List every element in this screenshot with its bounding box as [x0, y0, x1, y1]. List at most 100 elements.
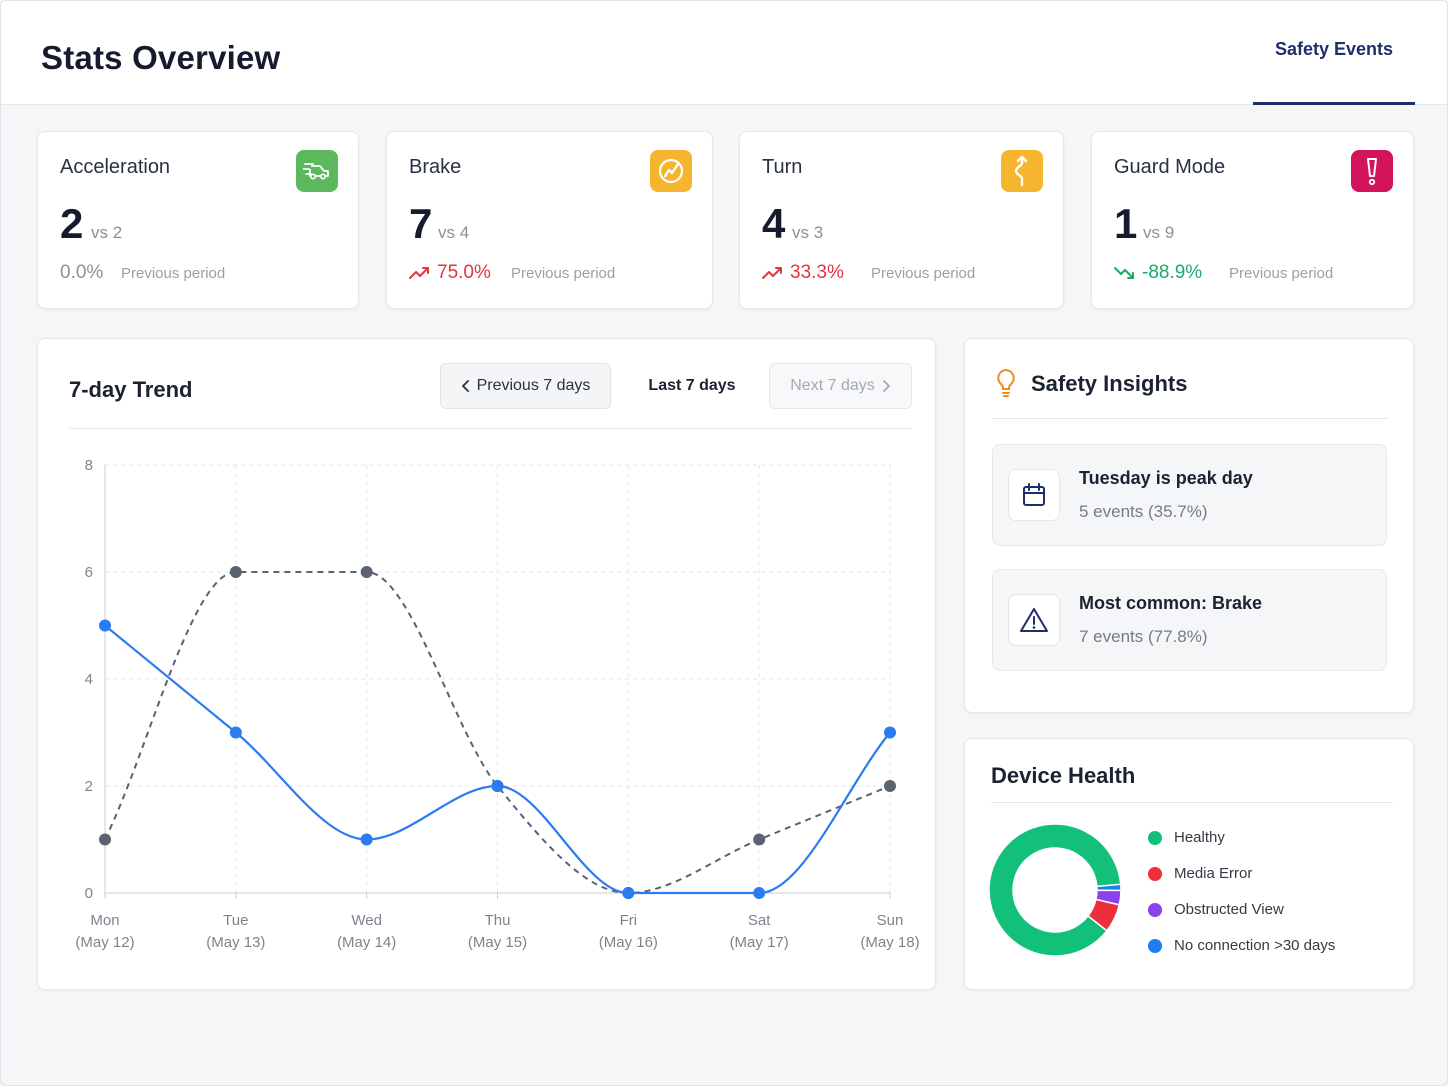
device-health-divider	[991, 802, 1393, 803]
stat-change: 33.3%	[762, 262, 844, 284]
stat-period: Previous period	[121, 265, 226, 282]
device-health-card: Device Health Healthy Media Error Obstru…	[964, 738, 1414, 990]
x-tick-label: Wed	[351, 912, 382, 929]
page-header: Stats Overview Safety Events	[1, 1, 1447, 105]
current-period-point	[622, 887, 635, 899]
x-tick-label: Sun	[877, 912, 904, 929]
current-period-point	[229, 726, 242, 739]
chevron-left-icon	[461, 380, 469, 392]
button-label: Previous 7 days	[476, 377, 591, 394]
chevron-right-icon	[882, 380, 891, 392]
legend-item-healthy: Healthy	[1148, 829, 1225, 846]
device-health-donut	[988, 823, 1122, 957]
page-title: Stats Overview	[41, 39, 281, 76]
x-tick-label: (May 17)	[730, 934, 789, 951]
previous-period-point	[360, 566, 373, 578]
current-period-point	[99, 619, 111, 632]
legend-dot	[1148, 938, 1162, 953]
legend-dot	[1148, 866, 1162, 881]
stat-change: 75.0%	[409, 262, 491, 284]
donut-slice-healthy	[988, 823, 1122, 957]
warning-icon	[1008, 594, 1060, 646]
legend-dot	[1148, 830, 1162, 845]
acceleration-icon	[296, 150, 338, 192]
current-period-point	[491, 780, 504, 792]
trend-up-icon	[762, 267, 782, 279]
next-7-days-button[interactable]: Next 7 days	[769, 363, 912, 409]
stat-value: 4	[762, 200, 786, 247]
legend-item-media-error: Media Error	[1148, 865, 1252, 882]
stat-compare: vs 9	[1143, 223, 1175, 242]
x-tick-label: Mon	[90, 912, 119, 929]
insight-detail: 7 events (77.8%)	[1079, 627, 1208, 646]
x-tick-label: (May 15)	[468, 934, 527, 951]
legend-item-obstructed-view: Obstructed View	[1148, 901, 1284, 918]
trend-down-icon	[1114, 267, 1134, 279]
safety-insights-title: Safety Insights	[1031, 371, 1188, 396]
stat-label: Acceleration	[60, 156, 171, 178]
stat-compare: vs 4	[438, 223, 470, 242]
current-period-point	[360, 833, 373, 846]
x-tick-label: (May 16)	[599, 934, 658, 951]
stat-value: 7	[409, 200, 433, 247]
x-tick-label: Thu	[485, 912, 511, 929]
y-tick-label: 4	[85, 671, 93, 688]
stat-value: 1	[1114, 200, 1138, 247]
y-tick-label: 2	[85, 778, 93, 795]
x-tick-label: (May 14)	[337, 934, 396, 951]
stat-change: 0.0%	[60, 262, 103, 284]
previous-period-point	[753, 833, 766, 846]
brake-icon	[650, 150, 692, 192]
legend-label: Media Error	[1174, 865, 1253, 882]
stat-period: Previous period	[511, 265, 616, 282]
stat-period: Previous period	[1229, 265, 1334, 282]
stat-value: 2	[60, 200, 84, 247]
legend-label: Obstructed View	[1174, 901, 1284, 918]
y-tick-label: 0	[85, 885, 93, 902]
stat-label: Guard Mode	[1114, 156, 1226, 178]
button-label: Next 7 days	[790, 377, 875, 394]
stat-change-value: 75.0%	[437, 262, 491, 283]
insight-peak-day: Tuesday is peak day 5 events (35.7%)	[992, 444, 1387, 546]
x-tick-label: (May 13)	[206, 934, 265, 951]
legend-label: No connection >30 days	[1174, 937, 1336, 954]
previous-period-point	[884, 780, 896, 792]
x-tick-label: Tue	[223, 912, 248, 929]
current-period-point	[884, 726, 896, 739]
x-tick-label: Fri	[620, 912, 638, 929]
stat-change-value: 33.3%	[790, 262, 844, 283]
safety-insights-card: Safety Insights Tuesday is peak day 5 ev…	[964, 338, 1414, 713]
x-tick-label: Sat	[748, 912, 771, 929]
tab-safety-events[interactable]: Safety Events	[1253, 1, 1415, 105]
guard-alert-icon	[1351, 150, 1393, 192]
y-tick-label: 8	[85, 457, 93, 474]
stat-card-acceleration: Acceleration 2 vs 2 0.0% Previous period	[37, 131, 359, 309]
trend-title: 7-day Trend	[69, 377, 193, 402]
insight-detail: 5 events (35.7%)	[1079, 502, 1208, 521]
previous-period-point	[99, 833, 111, 846]
stat-change-value: -88.9%	[1142, 262, 1203, 283]
x-tick-label: (May 18)	[860, 934, 919, 951]
last-7-days-button[interactable]: Last 7 days	[648, 377, 736, 394]
x-tick-label: (May 12)	[75, 934, 134, 951]
stat-compare: vs 3	[792, 223, 824, 242]
trend-up-icon	[409, 267, 429, 279]
insights-divider	[992, 418, 1389, 419]
stat-compare: vs 2	[91, 223, 123, 242]
insight-most-common: Most common: Brake 7 events (77.8%)	[992, 569, 1387, 671]
previous-7-days-button[interactable]: Previous 7 days	[440, 363, 611, 409]
insight-heading: Most common: Brake	[1079, 593, 1263, 613]
current-period-point	[753, 887, 766, 899]
legend-dot	[1148, 902, 1162, 917]
device-health-title: Device Health	[991, 763, 1136, 788]
previous-period-point	[229, 566, 242, 578]
stat-label: Turn	[762, 156, 803, 178]
trend-card: 7-day Trend Previous 7 days Last 7 days …	[37, 338, 936, 990]
stat-period: Previous period	[871, 265, 976, 282]
trend-divider	[69, 428, 912, 429]
stat-card-turn: Turn 4 vs 3 33.3% Previous period	[739, 131, 1064, 309]
stat-change: -88.9%	[1114, 262, 1202, 284]
lightbulb-icon	[997, 368, 1015, 397]
insight-heading: Tuesday is peak day	[1079, 468, 1253, 488]
